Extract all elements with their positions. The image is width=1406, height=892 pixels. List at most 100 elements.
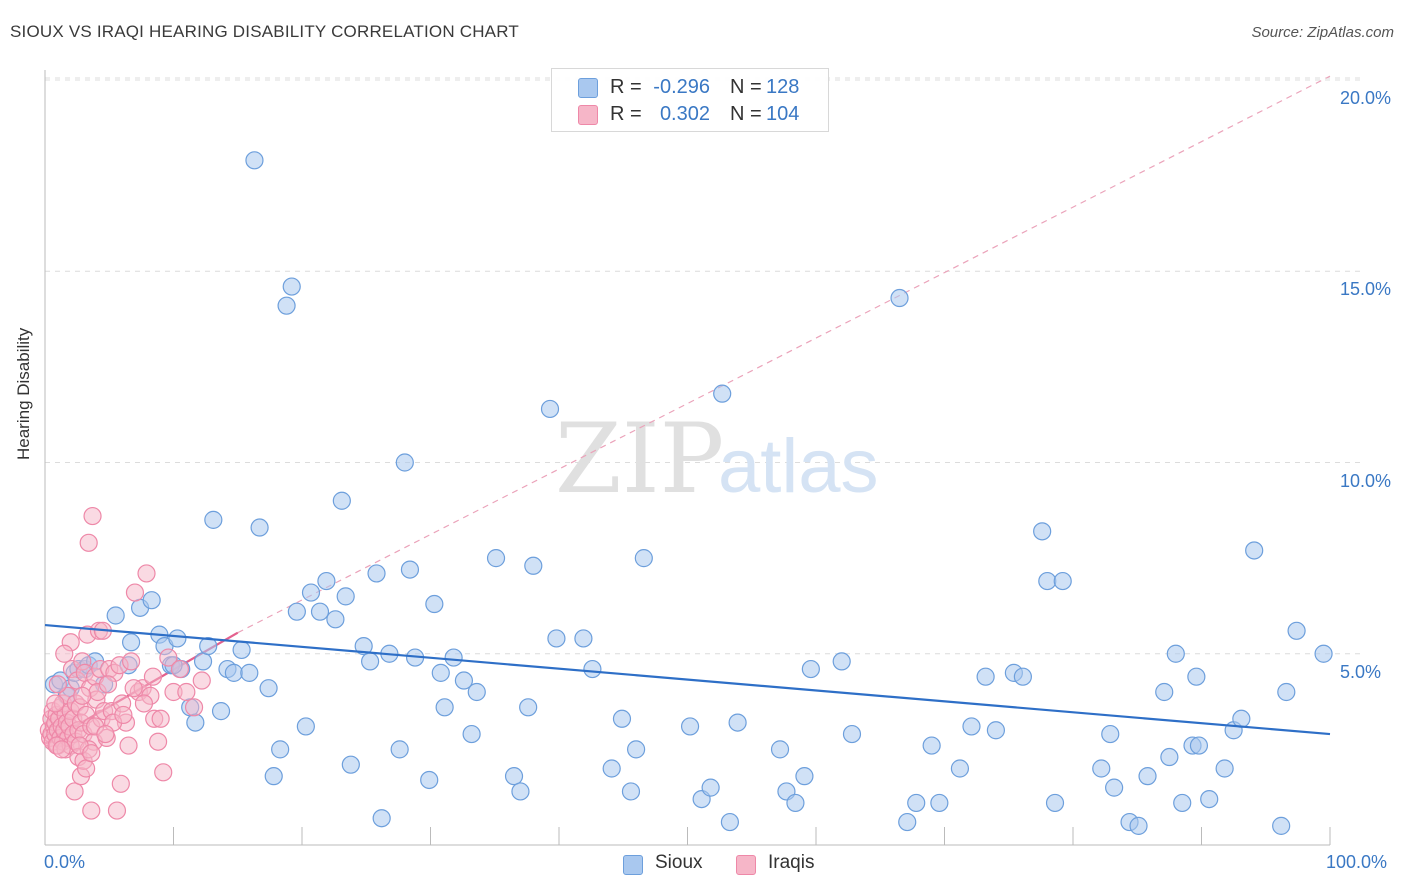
sioux-point-61 <box>467 682 486 702</box>
sioux-point-106 <box>1105 778 1124 797</box>
stats-row-sioux: R = -0.296 N = 128 <box>552 74 828 102</box>
sioux-point-59 <box>454 671 474 690</box>
source-label: Source: ZipAtlas.com <box>1251 24 1394 41</box>
sioux-point-104 <box>1092 759 1111 778</box>
sioux-point-55 <box>425 594 444 614</box>
sioux-point-103 <box>1053 571 1072 591</box>
sioux-point-27 <box>232 640 251 660</box>
iraqis-point-67 <box>119 736 138 755</box>
sioux-point-97 <box>986 721 1006 740</box>
sioux-point-109 <box>1138 767 1157 786</box>
sioux-point-34 <box>277 296 296 315</box>
sioux-point-35 <box>282 277 301 296</box>
sioux-point-73 <box>621 782 641 801</box>
sioux-point-56 <box>431 663 450 682</box>
sioux-point-122 <box>1272 816 1291 835</box>
sioux-point-50 <box>390 740 409 759</box>
sioux-point-71 <box>602 759 621 778</box>
sioux-n-value: 128 <box>766 76 800 98</box>
iraqis-points <box>39 506 211 820</box>
sioux-point-31 <box>259 679 278 698</box>
iraqis-trend-projection <box>237 75 1331 634</box>
sioux-point-58 <box>444 648 463 667</box>
sioux-point-68 <box>547 629 566 648</box>
sioux-point-95 <box>962 717 981 736</box>
sioux-n-label: N = <box>730 76 762 98</box>
iraqis-point-76 <box>154 763 173 782</box>
sioux-point-111 <box>1160 747 1179 767</box>
iraqis-swatch-icon <box>578 105 598 125</box>
sioux-point-82 <box>770 740 790 759</box>
sioux-point-85 <box>795 767 814 786</box>
iraqis-point-101 <box>82 744 101 763</box>
iraqis-point-68 <box>121 652 141 671</box>
iraqis-point-63 <box>107 801 127 820</box>
iraqis-point-102 <box>96 724 115 744</box>
sioux-point-62 <box>486 549 506 568</box>
sioux-point-33 <box>271 740 290 759</box>
sioux-point-65 <box>519 698 538 717</box>
sioux-point-115 <box>1187 667 1206 686</box>
sioux-point-38 <box>301 583 321 602</box>
sioux-point-30 <box>250 518 269 537</box>
sioux-point-47 <box>367 564 386 583</box>
iraqis-point-86 <box>48 675 67 694</box>
sioux-point-24 <box>211 702 231 721</box>
sioux-point-64 <box>511 782 530 801</box>
sioux-point-125 <box>1314 644 1333 663</box>
sioux-point-51 <box>395 453 414 472</box>
sioux-point-28 <box>240 663 259 682</box>
iraqis-point-46 <box>79 533 98 552</box>
iraqis-point-69 <box>125 583 145 602</box>
iraqis-point-75 <box>148 732 168 751</box>
sioux-point-102 <box>1045 793 1065 813</box>
iraqis-point-88 <box>73 686 92 705</box>
sioux-point-45 <box>354 636 373 656</box>
sioux-point-116 <box>1189 736 1209 755</box>
sioux-point-60 <box>462 724 481 744</box>
sioux-point-121 <box>1245 541 1264 560</box>
legend-iraqis-swatch-icon <box>736 855 756 875</box>
sioux-swatch-icon <box>578 78 598 98</box>
sioux-point-96 <box>976 667 995 686</box>
sioux-point-36 <box>287 602 306 621</box>
y-tick-label-3: 20.0% <box>1340 88 1392 108</box>
sioux-point-37 <box>296 717 315 736</box>
iraqis-point-93 <box>114 705 133 725</box>
sioux-point-92 <box>922 736 941 755</box>
sioux-point-87 <box>832 652 851 671</box>
sioux-point-70 <box>583 659 602 679</box>
watermark-atlas: atlas <box>718 424 879 509</box>
sioux-point-78 <box>701 778 720 797</box>
sioux-point-117 <box>1200 789 1219 809</box>
iraqis-point-72 <box>137 564 156 583</box>
sioux-point-21 <box>193 652 213 671</box>
legend: Sioux Iraqis <box>0 852 1406 878</box>
sioux-point-40 <box>317 571 336 591</box>
sioux-r-label: R = <box>610 76 642 98</box>
sioux-point-120 <box>1232 709 1251 728</box>
sioux-point-11 <box>121 633 141 652</box>
sioux-point-100 <box>1033 522 1052 541</box>
sioux-point-86 <box>801 659 820 679</box>
iraqis-point-91 <box>98 675 118 694</box>
sioux-point-93 <box>930 793 949 813</box>
sioux-point-88 <box>842 724 862 744</box>
sioux-point-75 <box>634 549 653 568</box>
sioux-point-39 <box>310 602 330 621</box>
iraqis-n-value: 104 <box>766 103 800 125</box>
iraqis-point-49 <box>82 801 101 820</box>
sioux-point-44 <box>341 755 360 774</box>
sioux-trend-layer <box>44 623 1331 736</box>
iraqis-n-label: N = <box>730 103 762 125</box>
sioux-point-94 <box>950 759 970 778</box>
iraqis-point-85 <box>55 644 74 663</box>
sioux-point-105 <box>1101 724 1120 744</box>
sioux-point-57 <box>435 698 454 717</box>
sioux-point-118 <box>1215 759 1234 778</box>
sioux-point-91 <box>907 793 926 813</box>
sioux-point-89 <box>890 288 909 308</box>
sioux-point-80 <box>720 812 740 832</box>
sioux-point-81 <box>728 713 747 732</box>
